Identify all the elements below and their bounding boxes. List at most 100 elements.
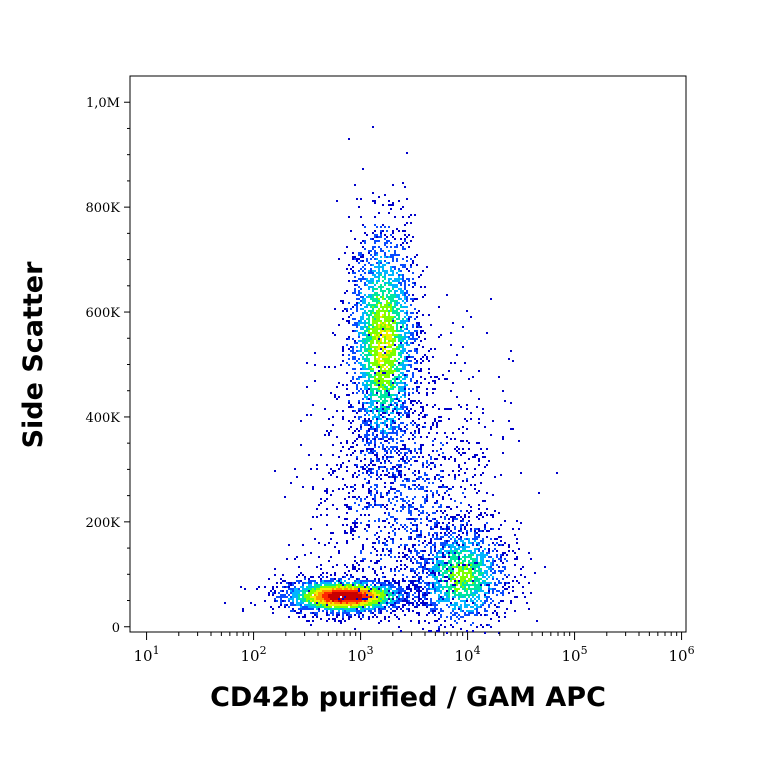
event-point xyxy=(294,590,296,592)
event-point xyxy=(316,616,318,618)
event-point xyxy=(426,602,428,604)
event-point xyxy=(424,354,426,356)
event-point xyxy=(286,604,288,606)
event-point xyxy=(372,606,374,608)
event-point xyxy=(390,308,392,310)
event-point xyxy=(374,216,376,218)
event-point xyxy=(420,286,422,288)
event-point xyxy=(308,608,310,610)
event-point xyxy=(360,426,362,428)
event-point xyxy=(302,596,304,598)
event-point xyxy=(354,342,356,344)
event-point xyxy=(384,386,386,388)
event-point xyxy=(412,298,414,300)
event-point xyxy=(410,450,412,452)
event-point xyxy=(382,350,384,352)
event-point xyxy=(320,586,322,588)
event-point xyxy=(368,490,370,492)
event-point xyxy=(284,596,286,598)
event-point xyxy=(400,594,402,596)
event-point xyxy=(396,294,398,296)
event-point xyxy=(380,592,382,594)
event-point xyxy=(396,384,398,386)
event-point xyxy=(280,578,282,580)
event-point xyxy=(376,428,378,430)
event-point xyxy=(402,372,404,374)
event-point xyxy=(372,278,374,280)
event-point xyxy=(390,400,392,402)
event-point xyxy=(382,296,384,298)
event-point xyxy=(358,598,360,600)
event-point xyxy=(402,360,404,362)
event-point xyxy=(368,288,370,290)
event-point xyxy=(356,594,358,596)
event-point xyxy=(394,600,396,602)
event-point xyxy=(374,250,376,252)
event-point xyxy=(372,598,374,600)
event-point xyxy=(364,394,366,396)
event-point xyxy=(316,592,318,594)
event-point xyxy=(422,296,424,298)
event-point xyxy=(402,348,404,350)
event-point xyxy=(398,346,400,348)
event-point xyxy=(392,408,394,410)
event-point xyxy=(368,604,370,606)
event-point xyxy=(370,580,372,582)
event-point xyxy=(364,608,366,610)
event-point xyxy=(372,324,374,326)
event-point xyxy=(404,384,406,386)
event-point xyxy=(366,412,368,414)
event-point xyxy=(348,588,350,590)
event-point xyxy=(424,378,426,380)
event-point xyxy=(368,482,370,484)
event-point xyxy=(360,304,362,306)
event-point xyxy=(346,574,348,576)
event-point xyxy=(418,594,420,596)
event-point xyxy=(366,368,368,370)
event-point xyxy=(380,256,382,258)
event-point xyxy=(396,280,398,282)
event-point xyxy=(376,390,378,392)
event-point xyxy=(380,382,382,384)
event-point xyxy=(376,226,378,228)
event-point xyxy=(372,404,374,406)
event-point xyxy=(364,402,366,404)
event-point xyxy=(364,408,366,410)
event-point xyxy=(398,388,400,390)
event-point xyxy=(376,316,378,318)
event-point xyxy=(386,240,388,242)
event-point xyxy=(308,596,310,598)
event-point xyxy=(306,594,308,596)
event-point xyxy=(324,590,326,592)
event-point xyxy=(364,368,366,370)
event-point xyxy=(358,610,360,612)
event-point xyxy=(356,324,358,326)
event-point xyxy=(404,390,406,392)
event-point xyxy=(386,436,388,438)
event-point xyxy=(354,280,356,282)
event-point xyxy=(406,256,408,258)
event-point xyxy=(384,298,386,300)
event-point xyxy=(362,270,364,272)
event-point xyxy=(386,584,388,586)
event-point xyxy=(370,382,372,384)
event-point xyxy=(304,608,306,610)
event-point xyxy=(388,320,390,322)
event-point xyxy=(364,332,366,334)
event-point xyxy=(394,254,396,256)
event-point xyxy=(424,338,426,340)
event-point xyxy=(342,360,344,362)
event-point xyxy=(376,236,378,238)
event-point xyxy=(370,368,372,370)
event-point xyxy=(384,408,386,410)
event-point xyxy=(354,450,356,452)
event-point xyxy=(390,256,392,258)
event-point xyxy=(372,274,374,276)
event-point xyxy=(362,368,364,370)
event-point xyxy=(384,580,386,582)
event-point xyxy=(370,452,372,454)
event-point xyxy=(354,184,356,186)
event-point xyxy=(326,596,328,598)
event-point xyxy=(290,602,292,604)
event-point xyxy=(350,598,352,600)
